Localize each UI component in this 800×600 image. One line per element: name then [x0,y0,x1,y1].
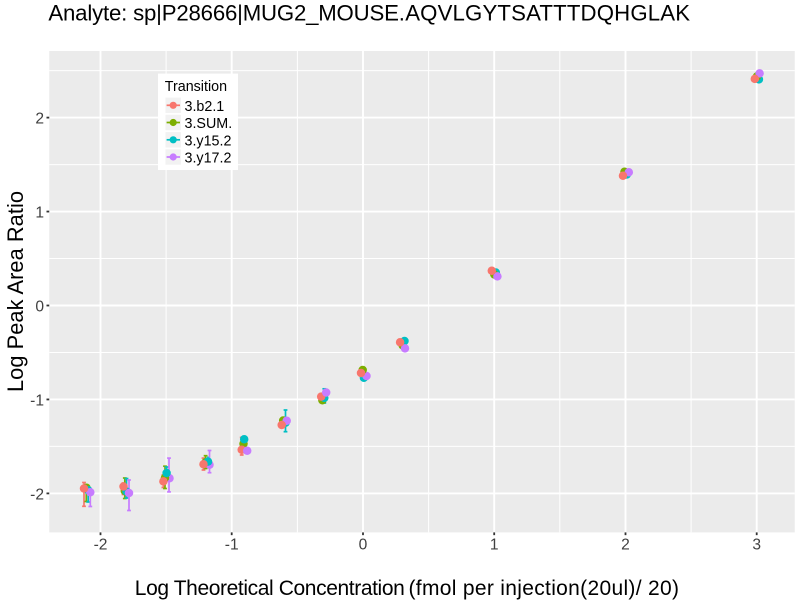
svg-text:(fmol per injection(20ul)/ 20): (fmol per injection(20ul)/ 20) [409,577,680,600]
svg-text:Analyte: sp|P28666|MUG2_MOUSE.: Analyte: sp|P28666|MUG2_MOUSE. [48,1,405,26]
svg-text:2: 2 [621,536,630,553]
svg-text:2: 2 [35,111,44,128]
svg-text:3: 3 [752,536,761,553]
svg-text:1: 1 [490,536,499,553]
svg-text:Log Theoretical Concentration: Log Theoretical Concentration [135,577,405,600]
svg-text:1: 1 [35,205,44,222]
svg-text:-2: -2 [94,536,108,553]
svg-text:3.y15.2: 3.y15.2 [185,133,232,149]
svg-text:0: 0 [359,536,368,553]
svg-text:AQVLGYTSATTTDQHGLAK: AQVLGYTSATTTDQHGLAK [405,1,690,26]
svg-text:3.SUM.: 3.SUM. [185,116,233,132]
svg-text:3.y17.2: 3.y17.2 [185,151,232,167]
svg-text:Log Peak Area Ratio: Log Peak Area Ratio [3,191,28,392]
svg-text:3.b2.1: 3.b2.1 [185,99,225,115]
svg-text:Transition: Transition [165,79,227,95]
svg-text:-1: -1 [30,393,44,410]
svg-text:0: 0 [35,299,44,316]
svg-text:-2: -2 [30,487,44,504]
svg-text:-1: -1 [225,536,239,553]
